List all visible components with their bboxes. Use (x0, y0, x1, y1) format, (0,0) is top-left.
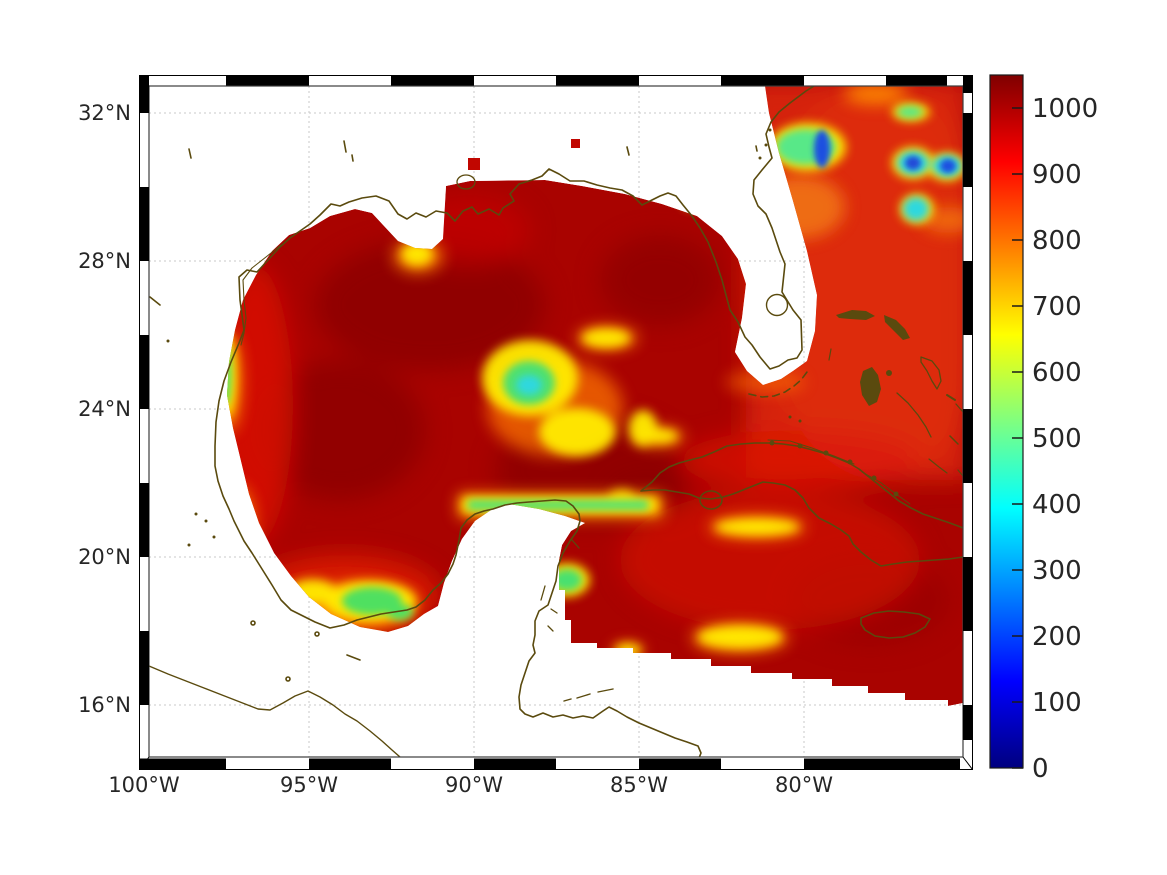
colorbar-tick-label: 500 (1032, 424, 1082, 454)
lon-tick-label: 80°W (775, 773, 833, 797)
lake-okeechobee (765, 293, 789, 317)
colorbar-tick-label: 1000 (1032, 94, 1098, 124)
lon-tick-label: 85°W (610, 773, 668, 797)
lon-tick-label: 90°W (445, 773, 503, 797)
coastlines (149, 86, 963, 757)
colorbar-tick-label: 0 (1032, 754, 1049, 784)
longitude-tick-labels: 100°W 95°W 90°W 85°W 80°W (108, 773, 833, 797)
colorbar-tick-label: 900 (1032, 160, 1082, 190)
lat-tick-label: 32°N (78, 101, 131, 125)
colorbar-ticks (1012, 107, 1023, 769)
frame-black-segments (139, 75, 973, 770)
texas-barrier-islands (240, 244, 282, 346)
cuba-cay-clusters (769, 440, 899, 497)
lake-pontchartrain (456, 174, 476, 190)
isolated-data-cells (468, 139, 580, 170)
lat-tick-label: 20°N (78, 545, 131, 569)
pacific-coast (149, 665, 401, 757)
bay-islands (563, 688, 614, 702)
colorbar-tick-label: 600 (1032, 358, 1082, 388)
frame-corner-miters (139, 75, 973, 770)
isla-juventud (699, 490, 723, 510)
colorbar-tick-labels: 0 100 200 300 400 500 600 700 800 900 10… (1032, 94, 1098, 784)
colorbar-tick-label: 800 (1032, 226, 1082, 256)
lat-tick-label: 24°N (78, 397, 131, 421)
bahamas (788, 310, 963, 477)
lon-tick-label: 100°W (108, 773, 180, 797)
cozumel-and-cays (540, 539, 580, 632)
map-frame (139, 75, 973, 770)
florida-keys (748, 371, 808, 398)
inland-water-specks (149, 128, 772, 682)
colorbar-tick-label: 700 (1032, 292, 1082, 322)
colorbar-tick-label: 100 (1032, 688, 1082, 718)
cuba-coastline (640, 442, 963, 567)
latitude-tick-labels: 32°N 28°N 24°N 20°N 16°N (78, 101, 131, 717)
colorbar-tick-label: 400 (1032, 490, 1082, 520)
colorbar-tick-label: 300 (1032, 556, 1082, 586)
mainland-coastline (214, 86, 815, 757)
jamaica-coastline (860, 610, 931, 639)
lat-tick-label: 28°N (78, 249, 131, 273)
cuba-north-cays (767, 439, 911, 505)
colorbar-tick-label: 200 (1032, 622, 1082, 652)
lon-tick-label: 95°W (280, 773, 338, 797)
lat-tick-label: 16°N (78, 693, 131, 717)
colorbar-gradient (989, 74, 1024, 769)
colorbar: 0 100 200 300 400 500 600 700 800 900 10… (989, 74, 1098, 784)
